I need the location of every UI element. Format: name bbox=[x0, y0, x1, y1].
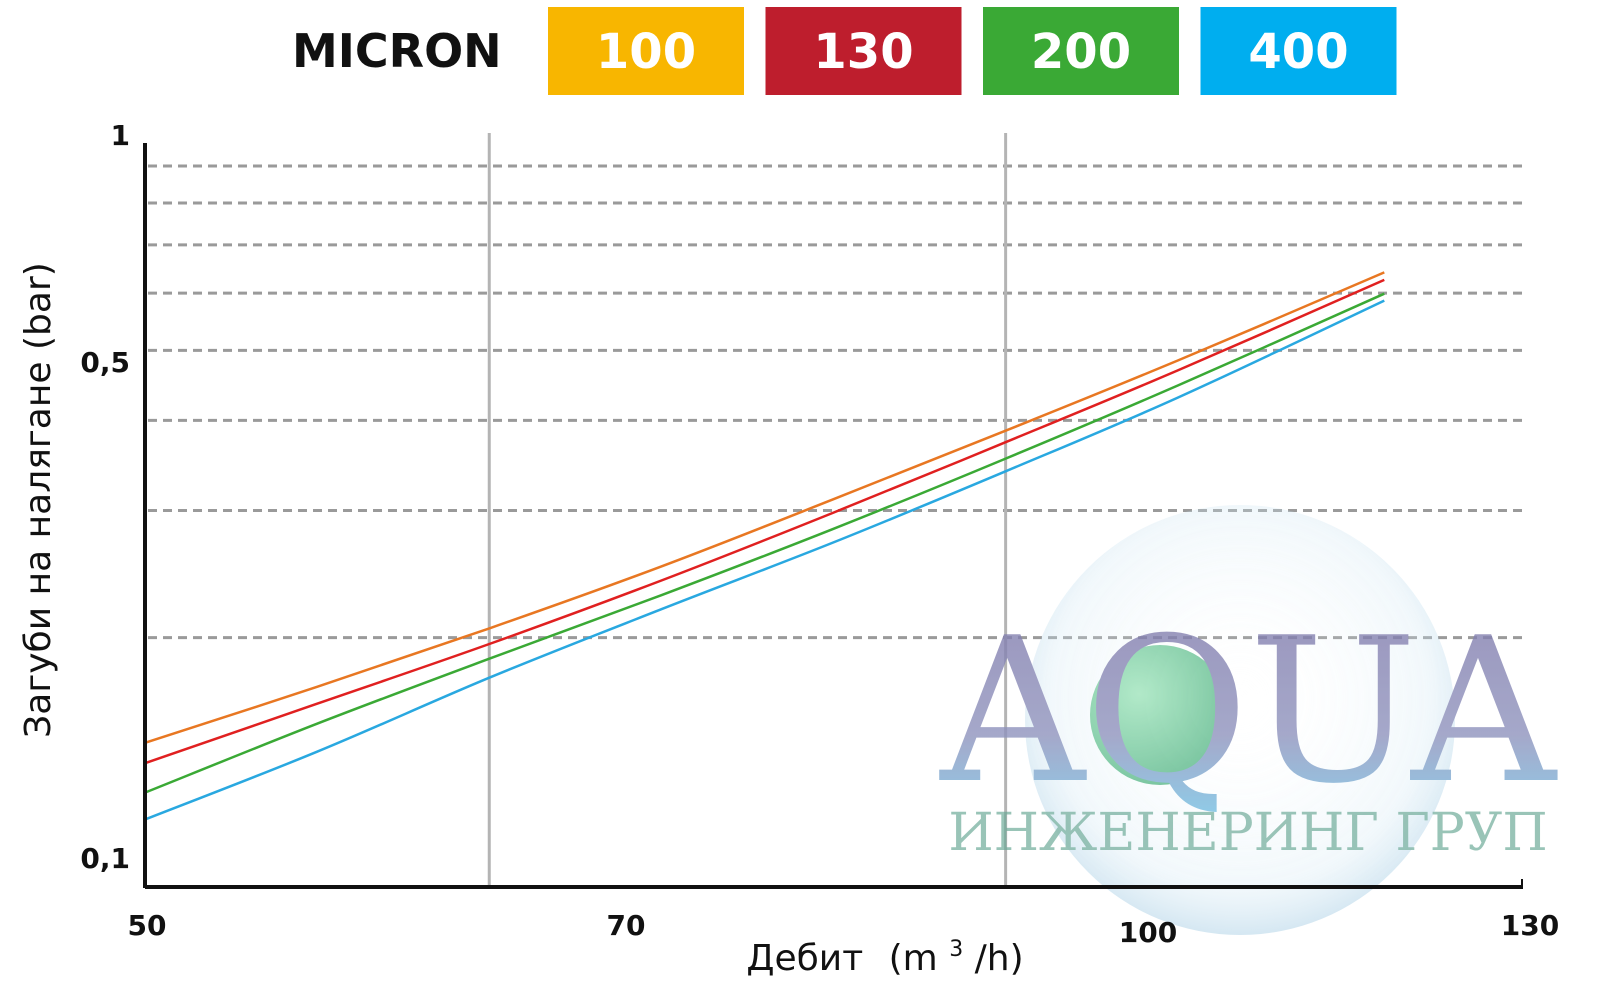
x-tick-labels: 50 70 100 130 bbox=[128, 909, 1560, 949]
vertical-gridlines bbox=[487, 133, 1008, 887]
x-axis-title-unit-pre: (m bbox=[889, 938, 938, 979]
x-axis-title-unit-post: /h) bbox=[975, 938, 1024, 979]
x-axis-title-main: Дебит bbox=[746, 938, 863, 979]
legend-swatch bbox=[765, 7, 962, 95]
series-line-200 bbox=[144, 292, 1385, 794]
x-axis-title-unit-sup: 3 bbox=[949, 937, 963, 962]
y-axis-title: Загуби на налягане (bar) bbox=[18, 262, 59, 738]
x-tick-label: 100 bbox=[1119, 916, 1177, 949]
x-tick-label: 130 bbox=[1501, 909, 1559, 942]
legend-swatch bbox=[983, 7, 1179, 95]
series-lines bbox=[144, 271, 1385, 821]
series-line-400 bbox=[144, 299, 1385, 821]
y-tick-label: 0,1 bbox=[80, 842, 130, 875]
legend-item-200: 200 bbox=[983, 7, 1179, 95]
x-axis-title: Дебит (m 3 /h) bbox=[746, 924, 1023, 979]
legend-title: MICRON bbox=[292, 24, 502, 78]
y-tick-label: 1 bbox=[111, 119, 130, 152]
legend-item-130: 130 bbox=[765, 7, 962, 95]
aqua-engineering-logo: AQUA ИНЖЕНЕРИНГ ГРУП bbox=[938, 505, 1558, 935]
legend-item-400: 400 bbox=[1200, 7, 1397, 95]
watermark-subtitle: ИНЖЕНЕРИНГ ГРУП bbox=[948, 803, 1547, 863]
legend: MICRON 100 130 200 400 bbox=[292, 7, 1397, 95]
y-tick-labels: 0,1 0,5 1 bbox=[80, 119, 130, 875]
x-tick-label: 70 bbox=[607, 909, 646, 942]
series-line-130 bbox=[144, 278, 1385, 765]
q-drop-icon bbox=[1090, 645, 1230, 785]
series-line-100 bbox=[144, 271, 1385, 744]
bubble-icon bbox=[1025, 505, 1455, 935]
watermark-title: AQUA bbox=[938, 595, 1558, 828]
x-tick-label: 50 bbox=[128, 909, 167, 942]
legend-swatch bbox=[1200, 7, 1397, 95]
legend-label: 130 bbox=[813, 24, 913, 80]
legend-label: 100 bbox=[596, 24, 696, 80]
legend-label: 200 bbox=[1031, 24, 1131, 80]
legend-item-100: 100 bbox=[548, 7, 744, 95]
y-tick-label: 0,5 bbox=[80, 346, 130, 379]
legend-swatch bbox=[548, 7, 744, 95]
legend-label: 400 bbox=[1248, 24, 1348, 80]
